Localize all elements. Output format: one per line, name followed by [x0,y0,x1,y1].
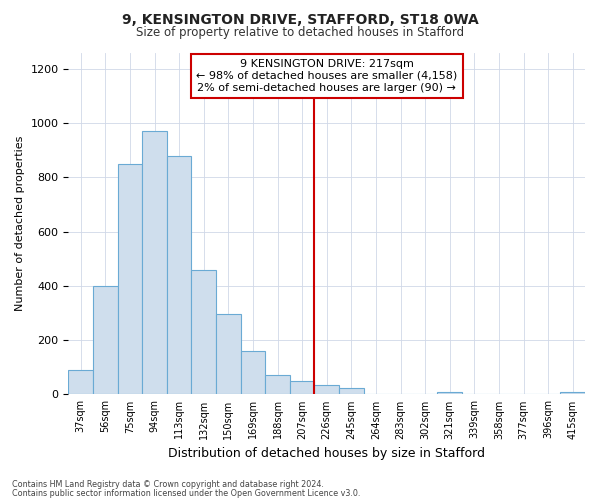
Bar [118,164,142,394]
Text: 9, KENSINGTON DRIVE, STAFFORD, ST18 0WA: 9, KENSINGTON DRIVE, STAFFORD, ST18 0WA [122,12,478,26]
Bar [265,376,290,394]
Bar [167,156,191,394]
Bar [241,351,265,395]
Text: 9 KENSINGTON DRIVE: 217sqm
← 98% of detached houses are smaller (4,158)
2% of se: 9 KENSINGTON DRIVE: 217sqm ← 98% of deta… [196,60,457,92]
X-axis label: Distribution of detached houses by size in Stafford: Distribution of detached houses by size … [168,447,485,460]
Bar [68,370,93,394]
Bar [437,392,462,394]
Bar [314,385,339,394]
Bar [560,392,585,394]
Text: Contains HM Land Registry data © Crown copyright and database right 2024.: Contains HM Land Registry data © Crown c… [12,480,324,489]
Bar [339,388,364,394]
Bar [191,270,216,394]
Bar [216,314,241,394]
Bar [142,131,167,394]
Text: Contains public sector information licensed under the Open Government Licence v3: Contains public sector information licen… [12,489,361,498]
Bar [290,381,314,394]
Bar [93,286,118,395]
Y-axis label: Number of detached properties: Number of detached properties [15,136,25,311]
Text: Size of property relative to detached houses in Stafford: Size of property relative to detached ho… [136,26,464,39]
